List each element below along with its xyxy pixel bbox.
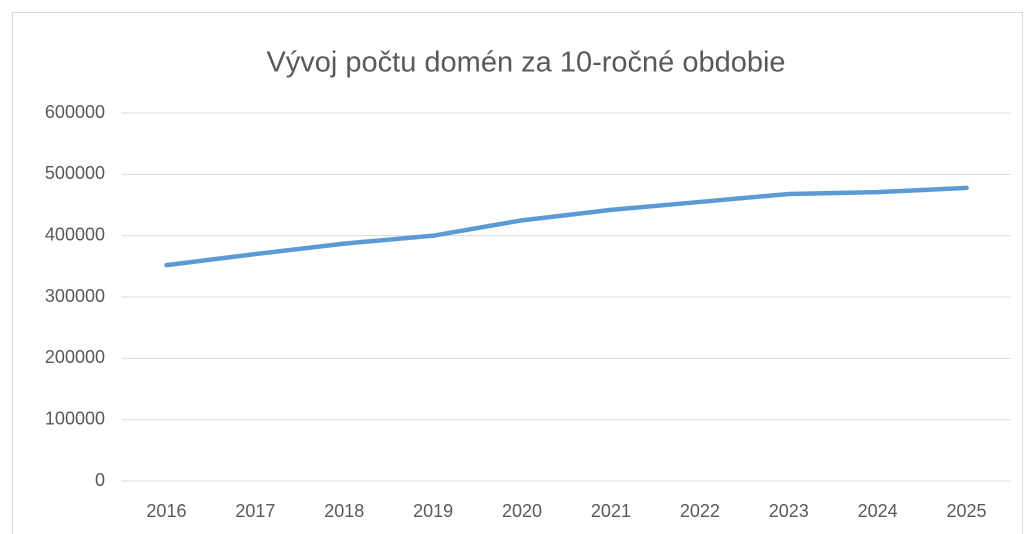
data-line xyxy=(164,185,969,268)
chart-title: Vývoj počtu domén za 10-ročné obdobie xyxy=(266,47,785,79)
x-tick-label: 2016 xyxy=(146,501,186,521)
x-tick-label: 2017 xyxy=(235,501,275,521)
y-tick-label: 400000 xyxy=(45,224,105,244)
x-tick-label: 2022 xyxy=(680,501,720,521)
x-tick-label: 2018 xyxy=(324,501,364,521)
chart-frame xyxy=(12,12,1023,534)
y-tick-label: 300000 xyxy=(45,286,105,306)
y-tick-label: 600000 xyxy=(45,102,105,122)
x-tick-label: 2024 xyxy=(858,501,898,521)
y-tick-label: 500000 xyxy=(45,163,105,183)
x-tick-label: 2025 xyxy=(947,501,987,521)
y-tick-label: 200000 xyxy=(45,347,105,367)
y-tick-label: 100000 xyxy=(45,408,105,428)
x-tick-label: 2021 xyxy=(591,501,631,521)
y-tick-label: 0 xyxy=(95,470,105,490)
x-tick-label: 2020 xyxy=(502,501,542,521)
x-tick-label: 2023 xyxy=(769,501,809,521)
x-tick-label: 2019 xyxy=(413,501,453,521)
